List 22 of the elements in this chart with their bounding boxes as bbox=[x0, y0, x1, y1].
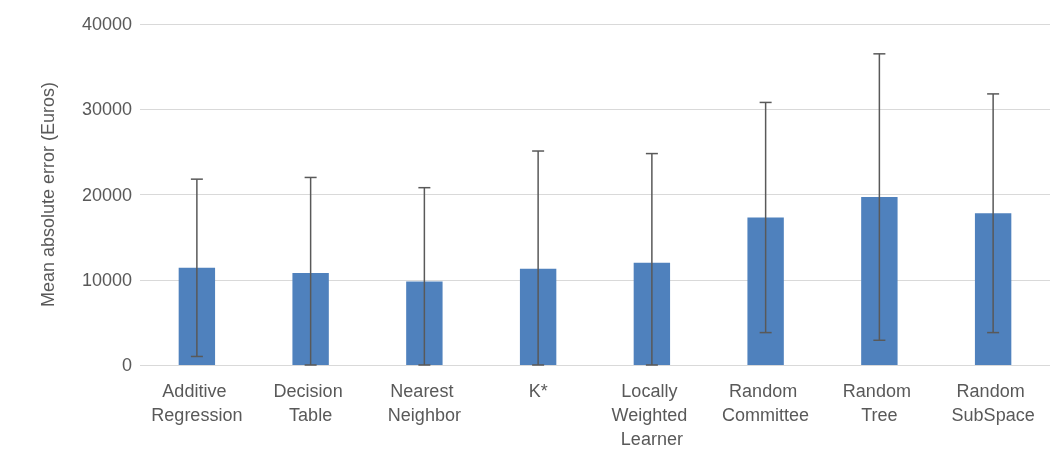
bar bbox=[406, 281, 443, 365]
bar bbox=[974, 213, 1012, 365]
x-tick-label: Random SubSpace bbox=[951, 381, 1035, 425]
y-tick-label: 0 bbox=[121, 355, 132, 375]
bar bbox=[861, 197, 898, 365]
bar bbox=[633, 262, 671, 365]
y-axis-title: Mean absolute error (Euros) bbox=[38, 81, 58, 308]
x-tick-label: K* bbox=[528, 381, 548, 401]
x-tick-label: Decision Table bbox=[273, 381, 348, 425]
y-tick-label: 30000 bbox=[81, 99, 132, 120]
bar bbox=[292, 272, 329, 365]
bar bbox=[519, 268, 557, 365]
y-tick-label: 10000 bbox=[81, 269, 132, 290]
y-tick-label: 40000 bbox=[81, 14, 132, 34]
x-tick-label: Random Committee bbox=[722, 381, 810, 425]
y-tick-label: 20000 bbox=[81, 184, 132, 205]
bar bbox=[747, 217, 784, 365]
x-tick-label: Locally Weighted Learner bbox=[611, 381, 693, 449]
bar bbox=[178, 267, 216, 365]
x-tick-label: Nearest Neighbor bbox=[387, 381, 461, 425]
x-tick-label: Random Tree bbox=[842, 381, 916, 425]
x-tick-label: Additive Regression bbox=[151, 381, 243, 425]
